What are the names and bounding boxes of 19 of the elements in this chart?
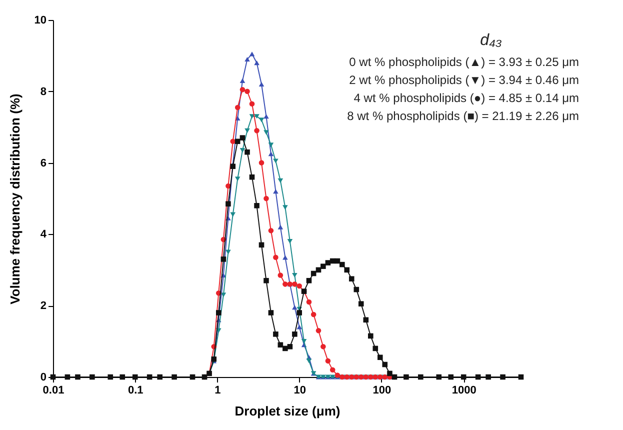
annotation: 0 wt % phospholipids (▲) = 3.93 ± 0.25 μm	[349, 55, 579, 69]
x-tick-label: 100	[372, 384, 392, 396]
y-tick-label: 8	[40, 86, 46, 98]
y-tick-label: 10	[34, 14, 46, 26]
annotation: 8 wt % phospholipids (■) = 21.19 ± 2.26 μm	[347, 109, 579, 123]
x-tick-label: 1	[214, 384, 221, 396]
y-tick-label: 2	[40, 300, 46, 312]
y-tick-label: 4	[40, 228, 48, 241]
annotation: 2 wt % phospholipids (▼) = 3.94 ± 0.46 μm	[349, 73, 579, 87]
annotation: 4 wt % phospholipids (●) = 4.85 ± 0.14 μm	[354, 91, 579, 105]
x-tick-label: 0.01	[42, 384, 64, 396]
y-tick-label: 0	[40, 372, 46, 384]
annotation: d₄₃	[480, 32, 502, 49]
y-axis-title: Volume frequency distribution (%)	[7, 94, 22, 304]
x-tick-label: 0.1	[128, 384, 144, 396]
x-axis-title: Droplet size (μm)	[234, 404, 340, 418]
x-tick-label: 1000	[452, 384, 476, 396]
x-tick-label: 10	[294, 384, 306, 396]
y-tick-label: 6	[40, 157, 46, 170]
